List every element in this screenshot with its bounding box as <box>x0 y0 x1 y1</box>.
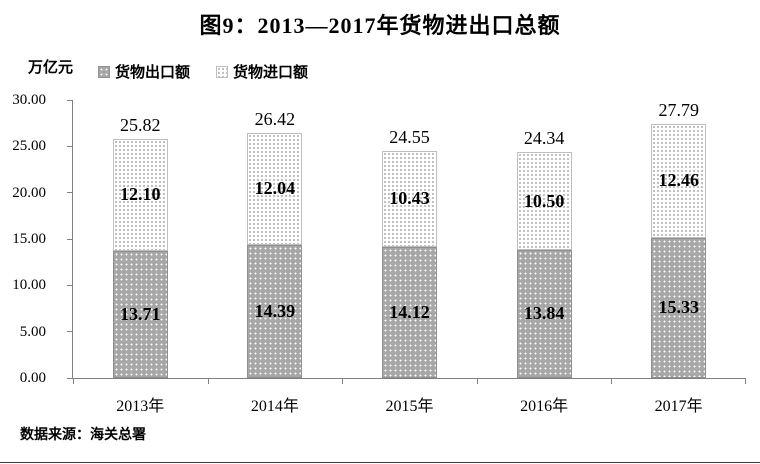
bar-total-label: 26.42 <box>254 109 296 130</box>
bar-segment-export: 15.33 <box>651 237 707 378</box>
bar-total-label: 24.34 <box>523 128 565 149</box>
bar-total-label: 24.55 <box>389 126 430 147</box>
legend-swatch-import-icon <box>216 65 229 78</box>
x-axis-tick-mark <box>73 379 74 384</box>
x-axis-label: 2016年 <box>520 398 569 415</box>
bar-segment-import: 12.46 <box>651 124 707 238</box>
bar-segment-import: 12.10 <box>112 138 168 251</box>
legend-item-import: 货物进口额 <box>216 61 308 82</box>
x-axis-tick-mark <box>207 379 209 384</box>
x-axis-tick-mark <box>476 379 478 384</box>
bar-segment-export: 14.12 <box>381 247 437 378</box>
y-axis-unit-label: 万亿元 <box>28 59 74 76</box>
bar-segment-export: 13.71 <box>112 250 168 378</box>
bar-segment-export: 13.84 <box>516 249 572 378</box>
x-axis-label: 2013年 <box>116 398 165 415</box>
y-axis-tick-label: 15.00 <box>12 231 46 247</box>
y-axis-tick-label: 10.00 <box>12 277 46 294</box>
x-axis-tick-mark <box>611 379 613 384</box>
y-axis-tick-mark <box>67 145 72 147</box>
y-axis-tick-mark <box>67 284 72 286</box>
legend-label-export: 货物出口额 <box>115 64 191 81</box>
x-axis-label: 2014年 <box>250 398 299 415</box>
y-axis-tick-label: 25.00 <box>12 138 46 155</box>
bar-total-label: 27.79 <box>658 100 699 120</box>
bar-segment-import: 10.43 <box>381 150 437 248</box>
bar-column: 24.55 10.43 14.12 <box>342 100 477 378</box>
bar-segment-import: 10.50 <box>516 152 572 250</box>
x-axis-label: 2017年 <box>654 398 703 415</box>
y-axis-tick-mark <box>67 238 72 240</box>
bar-column: 24.34 10.50 13.84 <box>477 100 612 378</box>
legend-swatch-export-icon <box>98 65 110 78</box>
y-axis-tick-label: 30.00 <box>12 92 46 108</box>
x-axis-label: 2015年 <box>385 398 434 415</box>
legend: 货物出口额 货物进口额 <box>98 61 308 82</box>
y-axis-tick-mark <box>67 99 72 101</box>
source-note: 数据来源：海关总署 <box>20 426 146 442</box>
chart-title: 图9：2013—2017年货物进出口总额 <box>199 13 561 38</box>
legend-item-export: 货物出口额 <box>98 61 190 82</box>
y-axis-tick-mark <box>67 331 72 333</box>
bar-column: 27.79 12.46 15.33 <box>611 100 746 378</box>
plot-area: 0.00 5.00 10.00 15.00 20.00 25.00 30.00 25.82 12… <box>12 92 746 415</box>
legend-label-import: 货物进口额 <box>233 64 309 81</box>
y-axis-tick-mark <box>67 377 72 379</box>
bar-segment-import: 12.04 <box>247 133 303 245</box>
y-axis-tick-label: 5.00 <box>19 323 46 340</box>
y-axis-tick-label: 20.00 <box>12 184 46 201</box>
bar-total-label: 25.82 <box>120 114 161 135</box>
x-axis-tick-mark <box>342 379 344 384</box>
y-axis-tick-label: 0.00 <box>19 370 46 386</box>
y-axis-tick-mark <box>67 192 72 194</box>
x-axis-tick-mark <box>745 379 746 384</box>
bar-segment-export: 14.39 <box>247 244 303 378</box>
bar-column: 25.82 12.10 13.71 <box>73 100 208 378</box>
bar-column: 26.42 12.04 14.39 <box>208 100 343 378</box>
page-bottom-rule <box>0 462 760 463</box>
